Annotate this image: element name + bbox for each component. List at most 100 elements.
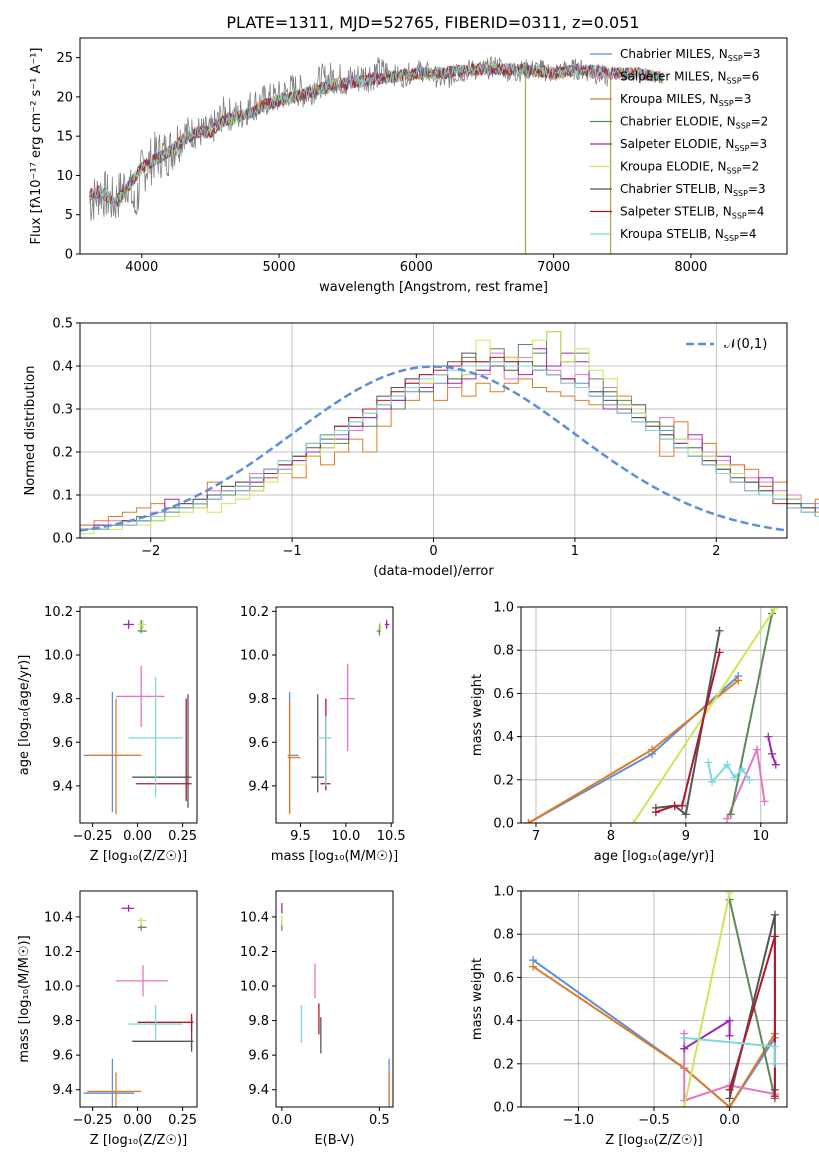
weight-line-3 (728, 899, 776, 1099)
errorbar-point-6 (311, 694, 325, 793)
y-axis-label: Flux [fλ10⁻¹⁷ erg cm⁻² s⁻¹ A⁻¹] (29, 48, 44, 245)
legend-label-8: Kroupa STELIB, NSSP=4 (620, 227, 757, 243)
y-tick-label: 10.0 (44, 649, 73, 664)
x-tick-label: 4000 (125, 260, 158, 275)
errorbar-point-0 (83, 1058, 134, 1107)
x-axis-label: (data-model)/error (373, 564, 494, 579)
errorbar-point-2 (287, 700, 301, 815)
y-tick-label: 9.4 (52, 779, 73, 794)
y-tick-label: 10.2 (44, 945, 73, 960)
figure-title: PLATE=1311, MJD=52765, FIBERID=0311, z=0… (226, 13, 639, 32)
x-axis-label: Z [log₁₀(Z/Z☉)] (90, 1133, 187, 1148)
errorbar-point-5 (378, 622, 383, 631)
y-tick-label: 9.4 (248, 779, 269, 794)
y-tick-label: 10 (56, 169, 73, 184)
weight-marker-5 (770, 607, 779, 614)
y-tick-label: 0.8 (493, 928, 514, 943)
x-tick-label: −1.0 (563, 1113, 595, 1128)
weight-line-5 (683, 892, 731, 1107)
y-tick-label: 0.3 (52, 403, 73, 418)
axes-frame (79, 37, 788, 255)
errorbar-point-5 (137, 620, 147, 629)
weight-marker-2 (648, 745, 657, 754)
weight-marker-2 (524, 819, 533, 823)
weight-marker-2 (725, 1103, 734, 1107)
weight-marker-7 (770, 1092, 779, 1101)
x-tick-label: 0.00 (123, 1113, 152, 1128)
y-axis-label: mass weight (470, 674, 485, 756)
weight-marker-2 (734, 676, 743, 685)
plot-area-massweight-vs-age (524, 607, 780, 823)
normal-reference-curve (79, 365, 788, 532)
weight-marker-5 (725, 891, 734, 898)
y-axis-label: mass [log₁₀(M/M☉)] (17, 935, 32, 1062)
axes-frame (520, 606, 788, 824)
x-tick-label: 2 (712, 544, 720, 559)
plot-area-residuals (79, 331, 819, 538)
x-tick-label: 9.5 (290, 829, 311, 844)
y-tick-label: 10.2 (240, 945, 269, 960)
weight-marker-1 (723, 814, 732, 823)
histogram-series-2 (79, 378, 819, 538)
x-tick-label: −0.25 (73, 829, 113, 844)
weight-marker-4 (680, 1044, 689, 1053)
axes-frame (275, 606, 394, 824)
weight-marker-6 (715, 626, 724, 635)
panel-age-vs-mass: 9.5 10.0 10.5 9.4 9.6 9.8 10.0 10.2 mass [log₁₀(… (240, 605, 406, 864)
panel-residuals: 𝒩(0,1) −2 −1 0 1 2 0.0 0.1 0.2 0.3 0.4 0.5 (data-mod… (23, 317, 819, 579)
y-tick-label: 0.0 (52, 532, 73, 547)
x-tick-label: 9 (682, 829, 690, 844)
legend-label-5: Kroupa ELODIE, NSSP=2 (620, 160, 759, 176)
x-tick-label: −1 (283, 544, 302, 559)
plot-area-mass-vs-Z (83, 904, 194, 1107)
panel-mass-vs-ebv: 0.0 0.5 9.4 9.6 9.8 10.0 10.2 10.4 E(B-V) (240, 890, 394, 1148)
x-tick-label: 0.00 (123, 829, 152, 844)
legend-label-7: Salpeter STELIB, NSSP=4 (620, 205, 764, 221)
y-tick-label: 9.6 (248, 1049, 269, 1064)
x-tick-label: 5000 (263, 260, 296, 275)
spectrum-model-line-7 (89, 61, 664, 207)
y-tick-label: 10.2 (44, 605, 73, 620)
spectrum-model-line-8 (89, 62, 664, 207)
histogram-series-8 (79, 361, 819, 538)
legend-label-2: Kroupa MILES, NSSP=3 (620, 92, 751, 108)
y-tick-label: 9.6 (248, 736, 269, 751)
y-tick-label: 9.8 (248, 1014, 269, 1029)
y-tick-label: 9.4 (248, 1083, 269, 1098)
legend-label-3: Chabrier ELODIE, NSSP=2 (620, 115, 768, 131)
panel-massweight-vs-age: 7 8 9 10 0.0 0.2 0.4 0.6 0.8 1.0 age [log₁₀(age/yr… (470, 601, 788, 864)
weight-marker-7 (715, 648, 724, 657)
weight-marker-7 (725, 1085, 734, 1094)
errorbar-point-8 (128, 676, 183, 797)
y-tick-label: 0.4 (493, 1014, 514, 1029)
errorbar-point-4 (384, 620, 390, 629)
weight-marker-4 (771, 760, 780, 769)
panel-massweight-vs-Z: −1.0 −0.5 0.0 0.0 0.2 0.4 0.6 0.8 1.0 Z [log₁₀(Z/… (470, 885, 788, 1148)
x-tick-label: 0.0 (272, 1113, 293, 1128)
y-tick-label: 0.4 (52, 360, 73, 375)
x-tick-label: −0.25 (73, 1113, 113, 1128)
x-tick-label: 0 (429, 544, 437, 559)
y-axis-label: Normed distribution (23, 366, 38, 496)
x-axis-label: Z [log₁₀(Z/Z☉)] (90, 849, 187, 864)
weight-marker-6 (770, 910, 779, 919)
x-tick-label: 7000 (537, 260, 570, 275)
weight-line-3 (729, 613, 773, 815)
errorbar-point-2 (87, 698, 142, 815)
errorbar-point-8 (128, 1005, 183, 1040)
y-tick-label: 0.8 (493, 644, 514, 659)
errorbar-point-2 (87, 1072, 142, 1107)
weight-marker-8 (723, 760, 732, 769)
y-tick-label: 9.8 (52, 1014, 73, 1029)
plot-area-age-vs-mass (287, 620, 390, 815)
plot-area-spectrum (89, 56, 664, 254)
legend-label-4: Salpeter ELODIE, NSSP=3 (620, 137, 767, 153)
errorbar-point-6 (132, 694, 192, 808)
weight-marker-4 (725, 1016, 734, 1025)
y-tick-label: 10.2 (240, 605, 269, 620)
x-axis-label: wavelength [Angstrom, rest frame] (319, 280, 548, 295)
panel-spectrum: Chabrier MILES, NSSP=3 Salpeter MILES, NS… (29, 37, 788, 295)
weight-marker-7 (670, 801, 679, 810)
legend-label-1: Salpeter MILES, NSSP=6 (620, 70, 759, 86)
y-tick-label: 0.2 (493, 1057, 514, 1072)
